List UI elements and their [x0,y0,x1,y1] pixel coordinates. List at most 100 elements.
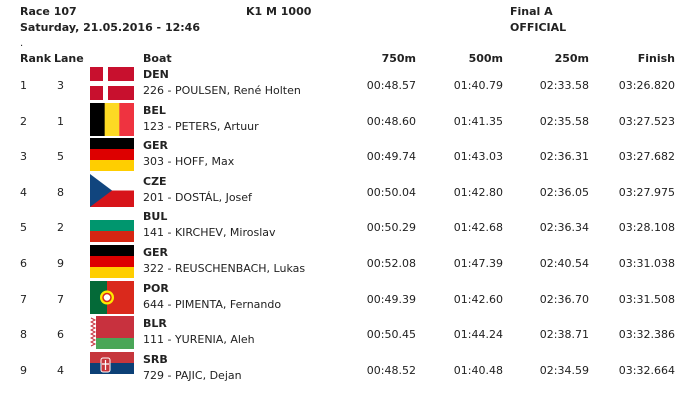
serbia-flag [90,351,134,385]
lane-cell: 9 [57,257,64,270]
split-500m: 01:44.24 [453,328,503,342]
nation-code: SRB [143,352,168,366]
lane-cell: 7 [57,292,64,306]
split-750m: 00:50.45 [366,328,416,342]
table-row: 9 4 SRB 729 - PAJIC, Dejan 00:48.52 01:40.48 0… [0,351,700,386]
portugal-flag [90,280,134,314]
split-750m: 00:48.57 [366,79,416,92]
split-250m: 02:35.58 [539,114,589,128]
finish-time: 03:31.508 [618,292,675,306]
finish-time: 03:26.820 [618,79,675,92]
finish-time: 03:28.108 [618,221,675,235]
denmark-flag [90,67,134,100]
nation-code: GER [143,139,169,153]
nation-code: BLR [143,317,167,331]
split-750m: 00:50.04 [366,185,416,199]
athlete-name: 303 - HOFF, Max [143,155,235,169]
finish-time: 03:32.386 [618,328,675,342]
table-row: 7 7 POR 644 - PIMENTA, Fernando 00:49.39 01:4… [0,280,700,315]
split-500m: 01:42.80 [453,185,503,199]
czech-flag [90,173,134,207]
bulgaria-flag [90,209,134,243]
split-750m: 00:50.29 [366,221,416,235]
rank-cell: 9 [20,363,27,377]
rank-cell: 3 [20,150,27,164]
split-250m: 02:36.70 [539,292,589,306]
lane-cell: 2 [57,221,64,235]
athlete-name: 644 - PIMENTA, Fernando [143,297,282,311]
split-500m: 01:40.48 [453,363,503,377]
split-750m: 00:49.39 [366,292,416,306]
belgium-flag [90,102,134,136]
lane-cell: 1 [57,114,64,128]
event-name: K1 M 1000 [246,5,312,18]
rank-cell: 5 [20,221,27,235]
split-250m: 02:38.71 [539,328,589,342]
table-row: 8 6 BLR 111 - YURENIA, Aleh 00:50.45 01:44.24… [0,316,700,350]
lane-cell: 4 [57,363,64,377]
table-row: 4 8 CZE 201 - DOSTÁL, Josef 00:50.04 01:42.80… [0,173,700,208]
final-label: Final A [510,5,553,18]
finish-time: 03:27.523 [618,114,675,128]
lane-cell: 5 [57,150,64,164]
table-row: 3 5 GER 303 - HOFF, Max 00:49.74 01:43.03 02:3… [0,138,700,172]
rank-cell: 4 [20,185,27,199]
athlete-name: 141 - KIRCHEV, Miroslav [143,226,276,240]
athlete-name: 201 - DOSTÁL, Josef [143,190,252,204]
finish-time: 03:31.038 [618,257,675,270]
athlete-name: 226 - POULSEN, René Holten [143,84,301,97]
250m-column-header: 250m [554,52,589,65]
athlete-name: 729 - PAJIC, Dejan [143,368,242,382]
split-250m: 02:36.31 [539,150,589,164]
split-750m: 00:48.60 [366,114,416,128]
nation-code: BUL [143,210,168,224]
rank-cell: 2 [20,114,27,128]
athlete-name: 322 - REUSCHENBACH, Lukas [143,262,306,275]
rank-cell: 8 [20,328,27,342]
split-250m: 02:36.05 [539,185,589,199]
lane-cell: 3 [57,79,64,92]
500m-column-header: 500m [468,52,503,65]
lane-column-header: Lane [54,52,84,65]
finish-time: 03:27.682 [618,150,675,164]
split-250m: 02:36.34 [539,221,589,235]
split-500m: 01:47.39 [453,257,503,270]
split-500m: 01:42.60 [453,292,503,306]
split-750m: 00:49.74 [366,150,416,164]
finish-time: 03:27.975 [618,185,675,199]
finish-column-header: Finish [637,52,675,65]
germany-flag [90,138,134,172]
status-label: OFFICIAL [510,21,567,34]
750m-column-header: 750m [381,52,416,65]
boat-column-header: Boat [143,52,172,65]
table-row: 6 9 GER 322 - REUSCHENBACH, Lukas 00:52.08 01… [0,245,700,279]
rank-column-header: Rank [20,52,52,65]
split-250m: 02:40.54 [539,257,589,270]
split-750m: 00:48.52 [366,363,416,377]
race-datetime: Saturday, 21.05.2016 - 12:46 [20,21,200,34]
table-row: 2 1 BEL 123 - PETERS, Artuur 00:48.60 01:41.3… [0,102,700,137]
germany-flag [90,245,134,278]
nation-code: BEL [143,103,166,117]
athlete-name: 111 - YURENIA, Aleh [143,333,255,347]
table-row: 1 3 DEN 226 - POULSEN, René Holten 00:48.57 0… [0,67,700,101]
nation-code: CZE [143,174,167,188]
split-500m: 01:42.68 [453,221,503,235]
belarus-flag [90,316,134,350]
lane-cell: 6 [57,328,64,342]
race-number: Race 107 [20,5,77,18]
rank-cell: 1 [20,79,27,92]
split-500m: 01:41.35 [453,114,503,128]
split-250m: 02:34.59 [539,363,589,377]
split-500m: 01:40.79 [453,79,503,92]
split-250m: 02:33.58 [539,79,589,92]
header-dot: . [20,38,24,49]
nation-code: DEN [143,68,169,81]
rank-cell: 6 [20,257,27,270]
athlete-name: 123 - PETERS, Artuur [143,119,259,133]
split-500m: 01:43.03 [453,150,503,164]
split-750m: 00:52.08 [366,257,416,270]
nation-code: GER [143,246,169,259]
rank-cell: 7 [20,292,27,306]
table-row: 5 2 BUL 141 - KIRCHEV, Miroslav 00:50.29 01:4… [0,209,700,243]
